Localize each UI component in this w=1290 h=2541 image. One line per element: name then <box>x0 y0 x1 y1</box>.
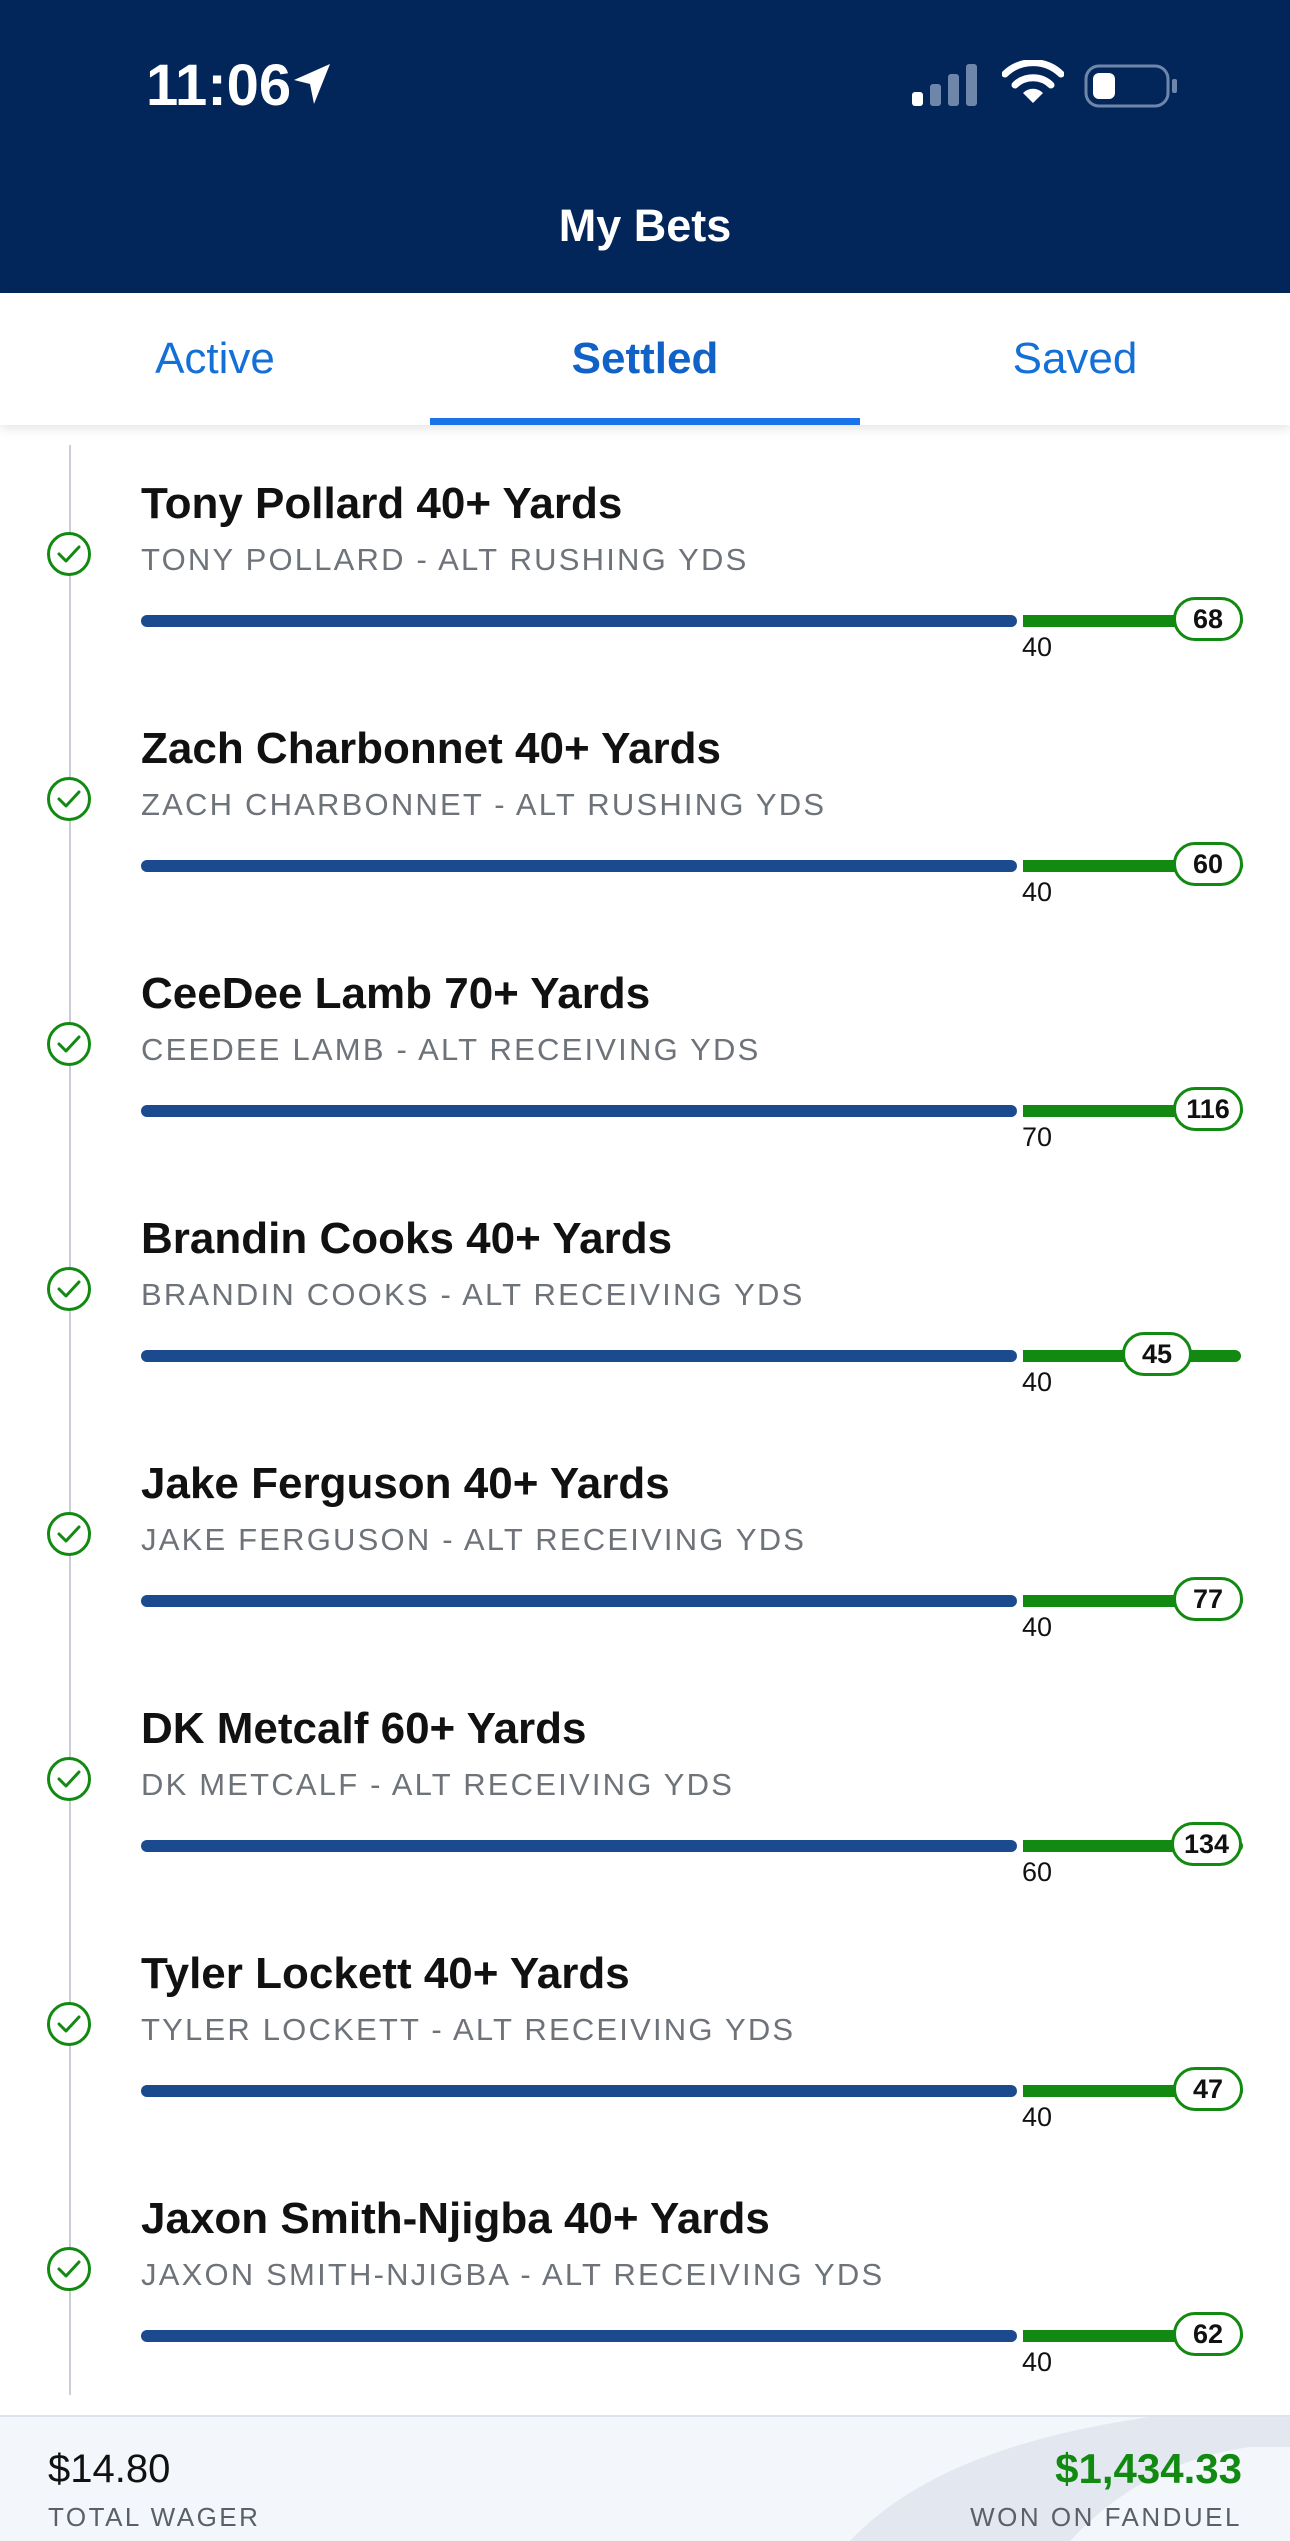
bet-title: CeeDee Lamb 70+ Yards <box>141 969 651 1018</box>
page-title: My Bets <box>558 200 732 251</box>
result-badge: 77 <box>1173 1577 1243 1621</box>
bet-market: JAXON SMITH-NJIGBA - ALT RECEIVING YDS <box>141 2257 885 2292</box>
battery-icon <box>1084 64 1180 113</box>
progress-bar-base <box>141 615 1017 627</box>
progress-bar-base <box>141 1595 1017 1607</box>
progress-bar-base <box>141 1840 1017 1852</box>
threshold-label: 60 <box>1022 1857 1053 1887</box>
bet-leg[interactable]: CeeDee Lamb 70+ Yards CEEDEE LAMB - ALT … <box>0 915 1290 1160</box>
threshold-label: 40 <box>1022 2102 1053 2132</box>
progress-bar-base <box>141 2330 1017 2342</box>
check-circle-icon <box>46 531 92 582</box>
result-badge: 45 <box>1122 1332 1192 1376</box>
result-badge: 116 <box>1173 1087 1243 1131</box>
check-circle-icon <box>46 1511 92 1562</box>
result-badge: 47 <box>1173 2067 1243 2111</box>
progress-bar-base <box>141 1105 1017 1117</box>
bet-leg[interactable]: Zach Charbonnet 40+ Yards ZACH CHARBONNE… <box>0 670 1290 915</box>
bet-market: BRANDIN COOKS - ALT RECEIVING YDS <box>141 1277 805 1312</box>
wifi-icon <box>1001 59 1065 111</box>
bet-leg[interactable]: Tony Pollard 40+ Yards TONY POLLARD - AL… <box>0 425 1290 670</box>
bet-title: Jaxon Smith-Njigba 40+ Yards <box>141 2194 770 2243</box>
bet-leg[interactable]: DK Metcalf 60+ Yards DK METCALF - ALT RE… <box>0 1650 1290 1895</box>
header: 11:06 My Bets <box>0 0 1290 293</box>
check-circle-icon <box>46 2001 92 2052</box>
tab-bar: Active Settled Saved <box>0 293 1290 425</box>
tab-settled[interactable]: Settled <box>571 334 719 383</box>
bet-leg[interactable]: Jaxon Smith-Njigba 40+ Yards JAXON SMITH… <box>0 2140 1290 2385</box>
bet-market: JAKE FERGUSON - ALT RECEIVING YDS <box>141 1522 807 1557</box>
bet-market: DK METCALF - ALT RECEIVING YDS <box>141 1767 735 1802</box>
result-badge: 62 <box>1173 2312 1243 2356</box>
fanduel-watermark-icon <box>850 2417 1290 2541</box>
status-time: 11:06 <box>146 53 292 118</box>
bet-market: TYLER LOCKETT - ALT RECEIVING YDS <box>141 2012 796 2047</box>
bet-market: CEEDEE LAMB - ALT RECEIVING YDS <box>141 1032 761 1067</box>
threshold-label: 40 <box>1022 2347 1053 2377</box>
tab-saved[interactable]: Saved <box>1012 334 1138 383</box>
bet-list[interactable]: Tony Pollard 40+ Yards TONY POLLARD - AL… <box>0 425 1290 2415</box>
bet-title: Jake Ferguson 40+ Yards <box>141 1459 670 1508</box>
bet-title: Brandin Cooks 40+ Yards <box>141 1214 673 1263</box>
progress-bar-base <box>141 860 1017 872</box>
bet-leg[interactable]: Brandin Cooks 40+ Yards BRANDIN COOKS - … <box>0 1160 1290 1405</box>
tab-active[interactable]: Active <box>155 334 275 383</box>
result-badge: 134 <box>1171 1822 1243 1866</box>
bet-title: DK Metcalf 60+ Yards <box>141 1704 587 1753</box>
bet-leg[interactable]: Tyler Lockett 40+ Yards TYLER LOCKETT - … <box>0 1895 1290 2140</box>
timeline-line <box>69 445 71 2395</box>
bet-title: Tony Pollard 40+ Yards <box>141 479 623 528</box>
bet-leg[interactable]: Jake Ferguson 40+ Yards JAKE FERGUSON - … <box>0 1405 1290 1650</box>
result-badge: 60 <box>1173 842 1243 886</box>
threshold-label: 40 <box>1022 877 1053 907</box>
threshold-label: 40 <box>1022 1367 1053 1397</box>
progress-bar-base <box>141 1350 1017 1362</box>
total-wager-label: TOTAL WAGER <box>48 2502 261 2532</box>
progress-bar-base <box>141 2085 1017 2097</box>
check-circle-icon <box>46 2246 92 2297</box>
bet-market: TONY POLLARD - ALT RUSHING YDS <box>141 542 749 577</box>
result-badge: 68 <box>1173 597 1243 641</box>
cellular-signal-icon <box>912 64 982 111</box>
check-circle-icon <box>46 1266 92 1317</box>
bet-title: Zach Charbonnet 40+ Yards <box>141 724 721 773</box>
bet-summary-footer: $14.80 TOTAL WAGER $1,434.33 WON ON FAND… <box>0 2415 1290 2541</box>
check-circle-icon <box>46 1021 92 1072</box>
total-wager-amount: $14.80 <box>48 2447 171 2491</box>
check-circle-icon <box>46 776 92 827</box>
check-circle-icon <box>46 1756 92 1807</box>
active-tab-indicator <box>430 418 860 425</box>
won-amount: $1,434.33 <box>1055 2445 1242 2492</box>
threshold-label: 40 <box>1022 632 1053 662</box>
threshold-label: 70 <box>1022 1122 1053 1152</box>
threshold-label: 40 <box>1022 1612 1053 1642</box>
bet-title: Tyler Lockett 40+ Yards <box>141 1949 630 1998</box>
location-arrow-icon <box>290 60 334 113</box>
won-label: WON ON FANDUEL <box>970 2502 1242 2532</box>
bet-market: ZACH CHARBONNET - ALT RUSHING YDS <box>141 787 827 822</box>
